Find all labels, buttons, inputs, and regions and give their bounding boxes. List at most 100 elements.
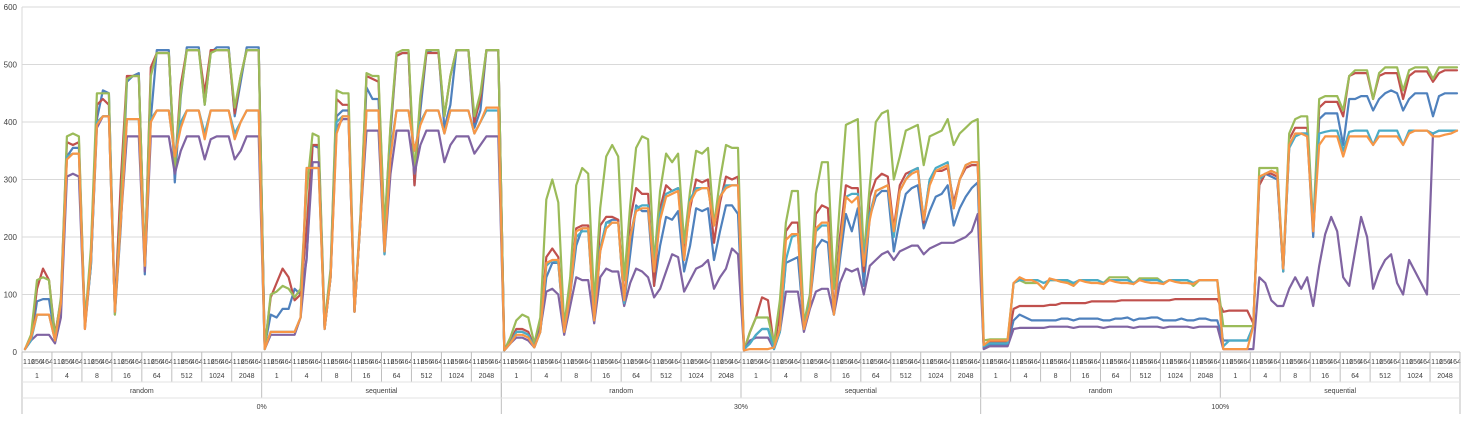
x-tick-label-level1: 256 xyxy=(61,359,73,366)
x-tick-label-level1: 64 xyxy=(1423,359,1431,366)
x-tick-label-level2: 1 xyxy=(1233,373,1237,380)
x-tick-label-level1: 256 xyxy=(510,359,522,366)
x-tick-label-level2: 1024 xyxy=(688,373,704,380)
x-tick-label-level1: 16 xyxy=(177,359,185,366)
x-tick-label-level2: 2048 xyxy=(958,373,974,380)
x-tick-label-level1: 4 xyxy=(520,359,524,366)
x-tick-label-level1: 1 xyxy=(1132,359,1136,366)
x-tick-label-level1: 16 xyxy=(1345,359,1353,366)
x-tick-label-level1: 256 xyxy=(1319,359,1331,366)
x-tick-label-level1: 16 xyxy=(1016,359,1024,366)
x-tick-label-level1: 64 xyxy=(405,359,413,366)
x-tick-label-level1: 1 xyxy=(1161,359,1165,366)
x-tick-label-level1: 64 xyxy=(644,359,652,366)
x-tick-label-level1: 64 xyxy=(165,359,173,366)
y-tick-label: 600 xyxy=(4,3,18,12)
x-tick-label-level1: 1 xyxy=(622,359,626,366)
x-tick-label-level1: 256 xyxy=(870,359,882,366)
x-tick-label-level2: 512 xyxy=(900,373,912,380)
x-tick-label-level1: 16 xyxy=(1405,359,1413,366)
x-tick-label-level1: 256 xyxy=(960,359,972,366)
x-tick-label-level2: 512 xyxy=(181,373,193,380)
x-tick-label-level3: random xyxy=(1089,388,1113,395)
x-tick-label-level1: 1 xyxy=(1102,359,1106,366)
x-tick-label-level1: 256 xyxy=(151,359,163,366)
x-tick-label-level1: 16 xyxy=(1315,359,1323,366)
x-tick-label-level1: 16 xyxy=(87,359,95,366)
x-tick-label-level1: 256 xyxy=(1170,359,1182,366)
x-tick-label-level1: 4 xyxy=(880,359,884,366)
x-tick-label-level1: 256 xyxy=(1229,359,1241,366)
x-tick-label-level1: 4 xyxy=(940,359,944,366)
x-tick-label-level1: 64 xyxy=(704,359,712,366)
x-tick-label-level2: 1 xyxy=(514,373,518,380)
x-tick-label-level1: 1 xyxy=(1371,359,1375,366)
x-tick-label-level2: 16 xyxy=(363,373,371,380)
x-tick-label-level1: 1 xyxy=(562,359,566,366)
x-tick-label-level2: 8 xyxy=(1293,373,1297,380)
x-tick-label-level1: 64 xyxy=(554,359,562,366)
x-tick-label-level1: 256 xyxy=(421,359,433,366)
x-tick-label-level1: 16 xyxy=(866,359,874,366)
x-tick-label-level1: 1 xyxy=(802,359,806,366)
x-tick-label-level2: 2048 xyxy=(1437,373,1453,380)
x-tick-label-level1: 1 xyxy=(922,359,926,366)
x-tick-label-level1: 1 xyxy=(323,359,327,366)
x-tick-label-level1: 1 xyxy=(23,359,27,366)
x-tick-label-level2: 64 xyxy=(632,373,640,380)
x-tick-label-level2: 4 xyxy=(1024,373,1028,380)
x-tick-label-level1: 16 xyxy=(1285,359,1293,366)
x-tick-label-level1: 64 xyxy=(1393,359,1401,366)
x-tick-label-level1: 64 xyxy=(854,359,862,366)
x-tick-label-level1: 16 xyxy=(27,359,35,366)
x-tick-label-level1: 16 xyxy=(327,359,335,366)
x-tick-label-level2: 16 xyxy=(842,373,850,380)
x-tick-label-level1: 64 xyxy=(135,359,143,366)
x-tick-label-level1: 4 xyxy=(101,359,105,366)
x-tick-label-level2: 1 xyxy=(275,373,279,380)
x-tick-label-level1: 16 xyxy=(1225,359,1233,366)
x-tick-label-level1: 256 xyxy=(31,359,43,366)
x-tick-label-level1: 64 xyxy=(195,359,203,366)
x-tick-label-level1: 16 xyxy=(1136,359,1144,366)
x-tick-label-level1: 64 xyxy=(524,359,532,366)
x-tick-label-level2: 8 xyxy=(574,373,578,380)
x-tick-label-level1: 1 xyxy=(1042,359,1046,366)
x-tick-label-level1: 4 xyxy=(71,359,75,366)
x-tick-label-level1: 4 xyxy=(640,359,644,366)
x-tick-label-level1: 1 xyxy=(53,359,57,366)
x-tick-label-level1: 16 xyxy=(656,359,664,366)
x-tick-label-level1: 256 xyxy=(630,359,642,366)
series-line-6 xyxy=(23,106,1459,352)
x-tick-label-level1: 4 xyxy=(1239,359,1243,366)
x-tick-label-level1: 64 xyxy=(435,359,443,366)
x-tick-label-level2: 4 xyxy=(544,373,548,380)
x-tick-label-level1: 1 xyxy=(1341,359,1345,366)
x-tick-label-level1: 4 xyxy=(910,359,914,366)
x-tick-label-level1: 256 xyxy=(211,359,223,366)
x-tick-label-level1: 16 xyxy=(1435,359,1443,366)
x-tick-label-level1: 1 xyxy=(143,359,147,366)
x-tick-label-level2: 16 xyxy=(1082,373,1090,380)
x-tick-label-level1: 1 xyxy=(772,359,776,366)
x-tick-label-level3: sequential xyxy=(1324,388,1356,395)
x-tick-label-level2: 64 xyxy=(153,373,161,380)
x-tick-label-level2: 16 xyxy=(123,373,131,380)
x-tick-label-level1: 1 xyxy=(263,359,267,366)
x-tick-label-level1: 256 xyxy=(1200,359,1212,366)
x-tick-label-level1: 256 xyxy=(1439,359,1451,366)
x-tick-label-level1: 16 xyxy=(536,359,544,366)
x-tick-label-level2: 4 xyxy=(1263,373,1267,380)
x-tick-label-level1: 4 xyxy=(1149,359,1153,366)
x-tick-label-level1: 256 xyxy=(481,359,493,366)
x-tick-label-level3: random xyxy=(609,388,633,395)
x-tick-label-level4: 30% xyxy=(734,404,748,411)
x-tick-label-level1: 1 xyxy=(353,359,357,366)
x-tick-label-level1: 4 xyxy=(1060,359,1064,366)
x-tick-label-level1: 16 xyxy=(1106,359,1114,366)
x-tick-label-level1: 256 xyxy=(1110,359,1122,366)
x-tick-label-level1: 256 xyxy=(91,359,103,366)
x-tick-label-level1: 16 xyxy=(297,359,305,366)
x-tick-label-level1: 64 xyxy=(285,359,293,366)
